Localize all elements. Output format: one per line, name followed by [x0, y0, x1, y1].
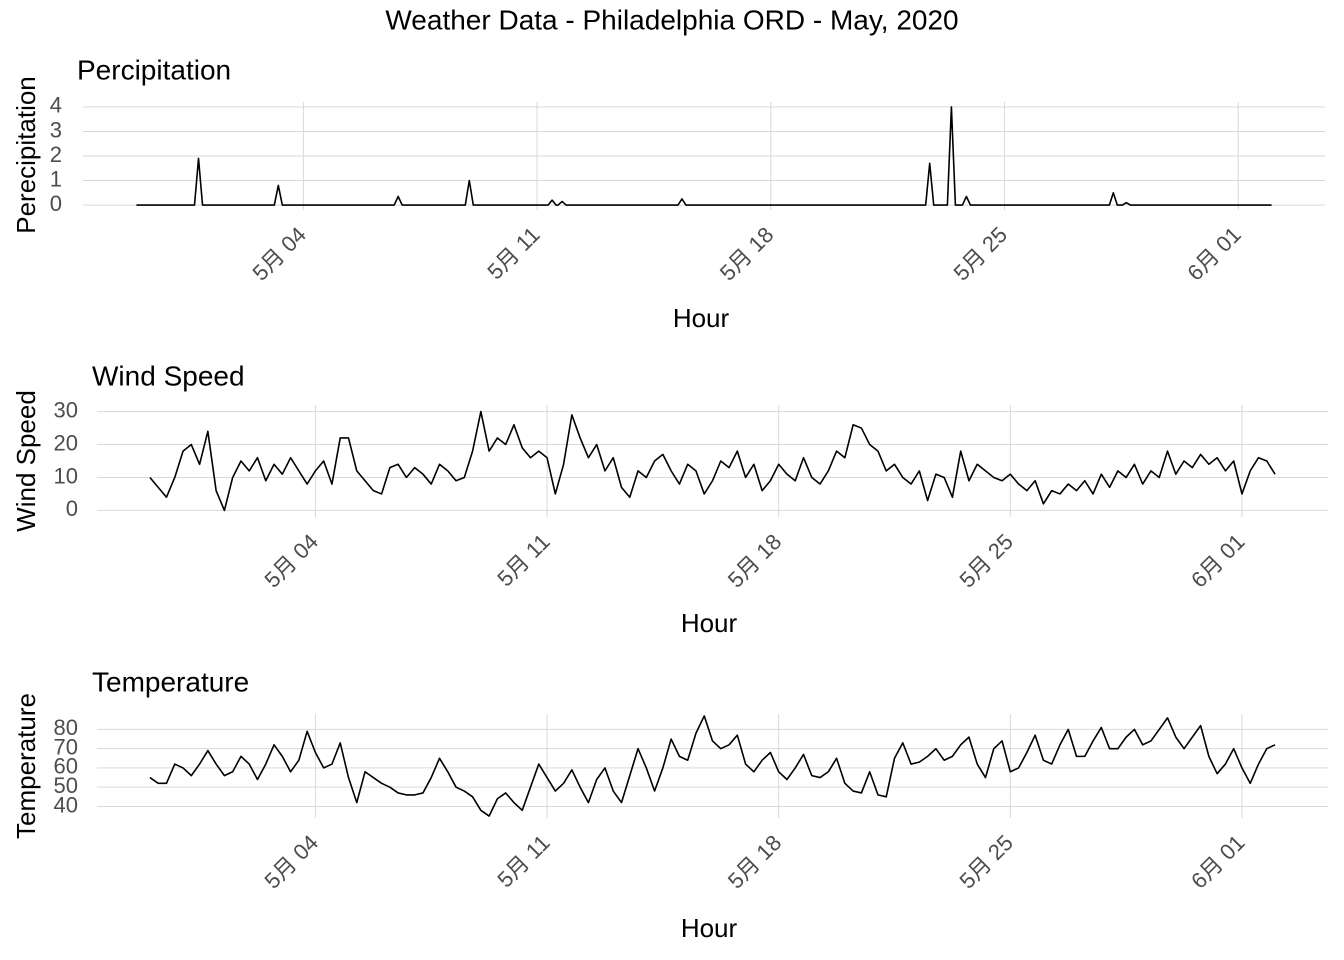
panel-title: Percipitation	[77, 54, 231, 85]
y-axis-label: Temperature	[11, 693, 41, 839]
x-tick-label: 6月 01	[1186, 529, 1250, 593]
x-tick-label: 5月 11	[492, 830, 554, 892]
y-tick-label: 0	[50, 191, 62, 216]
data-line	[149, 410, 1276, 512]
y-tick-label: 80	[54, 715, 78, 740]
x-axis-label: Hour	[681, 608, 738, 638]
x-axis-label: Hour	[681, 913, 738, 943]
panel-title: Wind Speed	[92, 360, 245, 391]
y-tick-label: 3	[50, 117, 62, 142]
x-tick-label: 5月 18	[723, 830, 787, 894]
y-tick-label: 0	[66, 496, 78, 521]
data-line	[149, 715, 1276, 817]
x-tick-label: 5月 18	[723, 529, 787, 593]
x-tick-label: 6月 01	[1186, 830, 1250, 894]
x-tick-label: 5月 18	[715, 222, 779, 286]
y-tick-label: 40	[54, 792, 78, 817]
y-tick-label: 10	[54, 463, 78, 488]
panel-title: Temperature	[92, 666, 249, 697]
y-tick-label: 50	[54, 773, 78, 798]
y-tick-label: 2	[50, 142, 62, 167]
x-tick-label: 5月 04	[247, 222, 311, 286]
x-tick-label: 5月 25	[954, 529, 1018, 593]
y-tick-label: 1	[50, 166, 62, 191]
y-tick-label: 30	[54, 397, 78, 422]
y-axis-label: Perecipitation	[11, 76, 41, 234]
y-tick-label: 60	[54, 754, 78, 779]
x-tick-label: 5月 11	[482, 222, 544, 284]
x-tick-label: 6月 01	[1182, 222, 1246, 286]
x-tick-label: 5月 25	[954, 830, 1018, 894]
y-axis-label: Wind Speed	[11, 390, 41, 532]
x-tick-label: 5月 04	[260, 529, 324, 593]
y-tick-label: 20	[54, 430, 78, 455]
y-tick-label: 4	[50, 93, 62, 118]
x-tick-label: 5月 11	[492, 529, 554, 591]
chart-title: Weather Data - Philadelphia ORD - May, 2…	[385, 4, 958, 35]
data-line	[136, 106, 1272, 206]
x-axis-label: Hour	[673, 303, 730, 333]
y-tick-label: 70	[54, 734, 78, 759]
x-tick-label: 5月 25	[949, 222, 1013, 286]
x-tick-label: 5月 04	[260, 830, 324, 894]
